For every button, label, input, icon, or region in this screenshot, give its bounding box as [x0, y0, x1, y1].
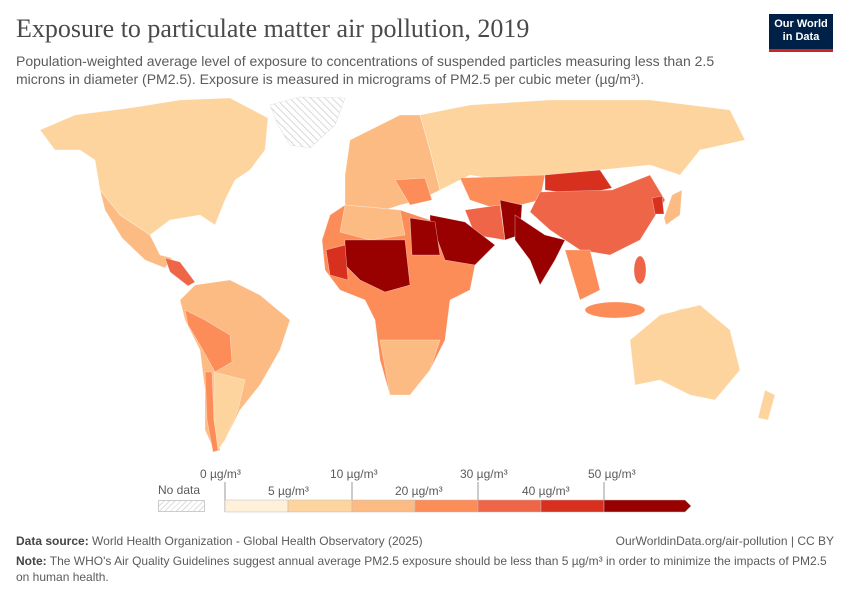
region-north-africa[interactable]	[339, 204, 406, 241]
region-china[interactable]	[529, 174, 666, 256]
source-label: Data source:	[16, 534, 89, 548]
legend-tick-10: 10 µg/m³	[330, 467, 378, 481]
region-australia[interactable]	[629, 304, 741, 401]
legend-bin-2[interactable]	[351, 499, 416, 513]
legend-tick-5: 5 µg/m³	[268, 484, 309, 498]
region-south-america[interactable]	[179, 279, 291, 453]
region-indonesia[interactable]	[584, 301, 646, 319]
region-central-america[interactable]	[164, 257, 196, 287]
legend-bin-6[interactable]	[603, 499, 692, 513]
legend-tick-40: 40 µg/m³	[522, 484, 570, 498]
page-title: Exposure to particulate matter air pollu…	[16, 14, 530, 43]
subtitle: Population-weighted average level of exp…	[16, 53, 715, 87]
legend-bin-3[interactable]	[414, 499, 479, 513]
legend-no-data-swatch[interactable]	[158, 500, 205, 512]
legend-bin-5[interactable]	[540, 499, 605, 513]
legend-tick-30: 30 µg/m³	[460, 467, 508, 481]
legend-tick-50: 50 µg/m³	[588, 467, 636, 481]
region-russia[interactable]	[419, 99, 746, 191]
legend-no-data-label: No data	[158, 483, 201, 497]
region-southern-africa[interactable]	[379, 339, 441, 396]
region-japan[interactable]	[663, 189, 683, 226]
legend-tick-20: 20 µg/m³	[395, 484, 443, 498]
legend-bin-0[interactable]	[224, 499, 289, 513]
region-indochina[interactable]	[564, 249, 601, 301]
region-egypt[interactable]	[409, 217, 441, 256]
region-korea[interactable]	[651, 195, 665, 215]
owid-logo[interactable]: Our World in Data	[769, 14, 833, 52]
legend-tick-0: 0 µg/m³	[200, 467, 241, 481]
region-north-america[interactable]	[39, 97, 269, 236]
region-india[interactable]	[514, 214, 566, 286]
note-label: Note:	[16, 554, 47, 568]
legend-scale	[224, 482, 692, 513]
footer: Data source: World Health Organization -…	[16, 533, 834, 585]
note-text: The WHO's Air Quality Guidelines suggest…	[16, 554, 827, 584]
legend: No data 0 µg/m³ 5 µg/m³ 10 µg/m³ 20 µg/m…	[0, 460, 850, 520]
region-argentina[interactable]	[213, 371, 246, 451]
region-balkans[interactable]	[394, 177, 433, 206]
legend-bin-4[interactable]	[477, 499, 542, 513]
region-peru-bolivia[interactable]	[184, 309, 233, 373]
region-philippines[interactable]	[633, 255, 647, 285]
region-west-africa[interactable]	[325, 244, 349, 281]
legend-bin-1[interactable]	[287, 499, 353, 513]
region-greenland[interactable]	[269, 96, 346, 149]
logo-line-1: Our World	[774, 18, 828, 30]
source-url-link[interactable]: OurWorldinData.org/air-pollution | CC BY	[615, 534, 834, 548]
region-new-zealand[interactable]	[757, 389, 776, 421]
source-text: World Health Organization - Global Healt…	[92, 534, 423, 548]
world-map	[39, 96, 776, 453]
logo-line-2: in Data	[782, 31, 820, 43]
